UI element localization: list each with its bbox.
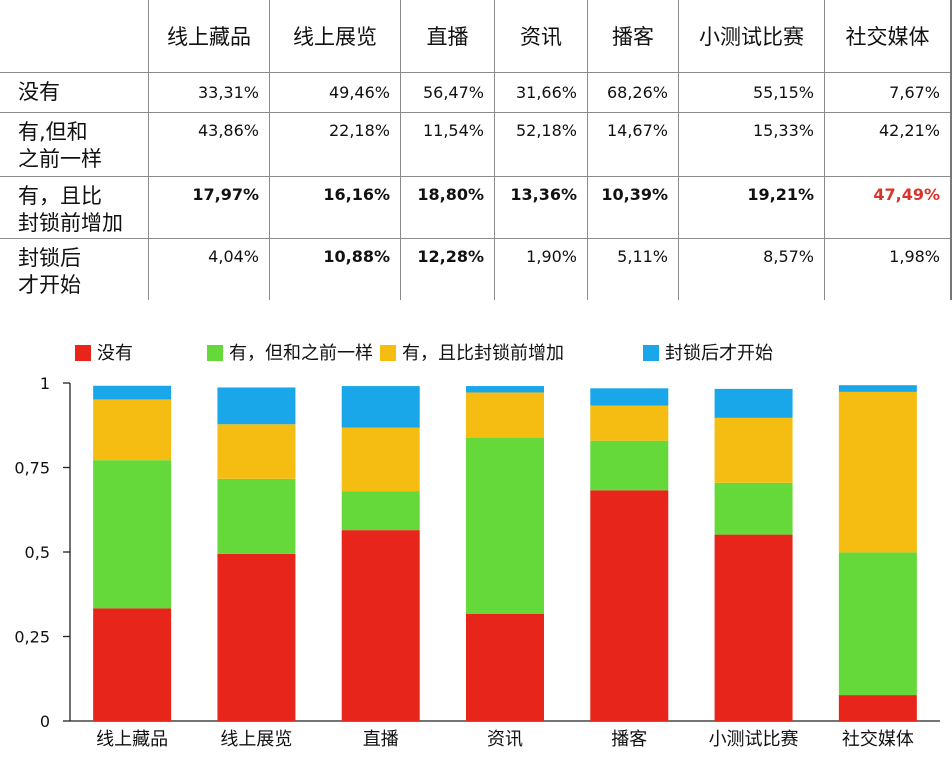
table-cell: 14,67% <box>587 111 679 177</box>
bar-segment <box>838 385 917 392</box>
bar-segment <box>466 437 544 614</box>
bar-segment <box>590 405 669 441</box>
bar-segment <box>217 387 296 425</box>
bar-segment <box>341 386 420 428</box>
column-header: 直播 <box>400 0 495 73</box>
table-cell: 16,16% <box>269 175 401 239</box>
table-cell: 13,36% <box>494 175 588 239</box>
bar-segment <box>466 392 544 438</box>
bar-segment <box>217 553 296 721</box>
column-header: 线上藏品 <box>148 0 270 73</box>
bar-segment <box>590 388 669 406</box>
legend-swatch <box>75 345 91 361</box>
bar-segment <box>217 478 296 554</box>
y-tick-label: 0,75 <box>14 459 50 478</box>
bar-segment <box>838 552 917 696</box>
table-cell: 1,90% <box>494 237 588 300</box>
y-tick-label: 0,25 <box>14 628 50 647</box>
table-cell: 19,21% <box>678 175 825 239</box>
bar-segment <box>341 427 420 492</box>
legend-label: 有，但和之前一样 <box>229 343 373 364</box>
table-cell: 15,33% <box>678 111 825 177</box>
legend-label: 有，且比封锁前增加 <box>402 343 564 364</box>
table-cell: 31,66% <box>494 71 588 113</box>
column-header: 小测试比赛 <box>678 0 825 73</box>
table-cell: 12,28% <box>400 237 495 300</box>
legend-swatch <box>643 345 659 361</box>
x-tick-label: 线上展览 <box>220 729 292 750</box>
row-label: 封锁后 才开始 <box>0 237 149 300</box>
bar-segment <box>714 388 793 418</box>
legend-swatch <box>380 345 396 361</box>
table-cell: 5,11% <box>587 237 679 300</box>
bar-segment <box>466 613 544 721</box>
bar-segment <box>217 424 296 479</box>
table-header-row: 线上藏品 线上展览 直播 资讯 播客 小测试比赛 社交媒体 <box>0 0 952 73</box>
table-row: 有,但和 之前一样 43,86% 22,18% 11,54% 52,18% 14… <box>0 111 952 177</box>
bar-segment <box>93 399 172 461</box>
table-cell: 18,80% <box>400 175 495 239</box>
table-cell: 55,15% <box>678 71 825 113</box>
x-tick-label: 播客 <box>611 729 647 750</box>
table-cell: 43,86% <box>148 111 270 177</box>
table-cell: 7,67% <box>824 71 952 113</box>
stacked-bar-chart: 没有 有，但和之前一样 有，且比封锁前增加 封锁后才开始 0 0,25 0,5 0,75 1 线上… <box>14 343 940 750</box>
table-cell: 1,98% <box>824 237 952 300</box>
x-tick-label: 线上藏品 <box>96 729 168 750</box>
column-header: 线上展览 <box>269 0 401 73</box>
bar-segment <box>341 530 420 721</box>
bar-segment <box>838 695 917 721</box>
column-header: 资讯 <box>494 0 588 73</box>
bar-segment <box>590 440 669 491</box>
table-cell: 56,47% <box>400 71 495 113</box>
table-cell: 52,18% <box>494 111 588 177</box>
bar-segment <box>714 534 793 721</box>
bar-segment <box>714 417 793 483</box>
x-tick-label: 直播 <box>363 729 399 750</box>
table-cell: 33,31% <box>148 71 270 113</box>
bar-segment <box>838 391 917 553</box>
table-cell: 10,39% <box>587 175 679 239</box>
table-cell: 11,54% <box>400 111 495 177</box>
x-tick-label: 资讯 <box>487 729 523 750</box>
bar-segment <box>341 491 420 531</box>
row-label: 有，且比 封锁前增加 <box>0 175 149 239</box>
table-row: 封锁后 才开始 4,04% 10,88% 12,28% 1,90% 5,11% … <box>0 237 952 300</box>
table-cell: 4,04% <box>148 237 270 300</box>
legend-label: 封锁后才开始 <box>665 343 773 364</box>
table-cell: 22,18% <box>269 111 401 177</box>
table-cell: 47,49% <box>824 175 952 239</box>
data-table: 线上藏品 线上展览 直播 资讯 播客 小测试比赛 社交媒体 没有 33,31% … <box>0 0 952 300</box>
bar-segment <box>93 460 172 609</box>
column-header: 社交媒体 <box>824 0 952 73</box>
y-tick-label: 0,5 <box>25 543 50 562</box>
x-tick-label: 社交媒体 <box>842 729 914 750</box>
table-cell: 49,46% <box>269 71 401 113</box>
column-header: 播客 <box>587 0 679 73</box>
y-tick-label: 0 <box>40 712 50 731</box>
table-cell: 10,88% <box>269 237 401 300</box>
row-label: 没有 <box>0 71 149 113</box>
row-label: 有,但和 之前一样 <box>0 111 149 177</box>
table-row: 没有 33,31% 49,46% 56,47% 31,66% 68,26% 55… <box>0 71 952 113</box>
table-cell: 8,57% <box>678 237 825 300</box>
table-cell: 42,21% <box>824 111 952 177</box>
table-cell: 68,26% <box>587 71 679 113</box>
y-tick-label: 1 <box>40 374 50 393</box>
table-row: 有，且比 封锁前增加 17,97% 16,16% 18,80% 13,36% 1… <box>0 175 952 239</box>
table-corner-cell <box>0 0 149 73</box>
legend-swatch <box>207 345 223 361</box>
legend-label: 没有 <box>97 343 133 364</box>
x-tick-label: 小测试比赛 <box>709 729 799 750</box>
table-cell: 17,97% <box>148 175 270 239</box>
bar-segment <box>466 386 544 393</box>
bar-segment <box>590 490 669 721</box>
bar-segment <box>714 482 793 535</box>
bar-segment <box>93 385 172 400</box>
bar-segment <box>93 608 172 721</box>
